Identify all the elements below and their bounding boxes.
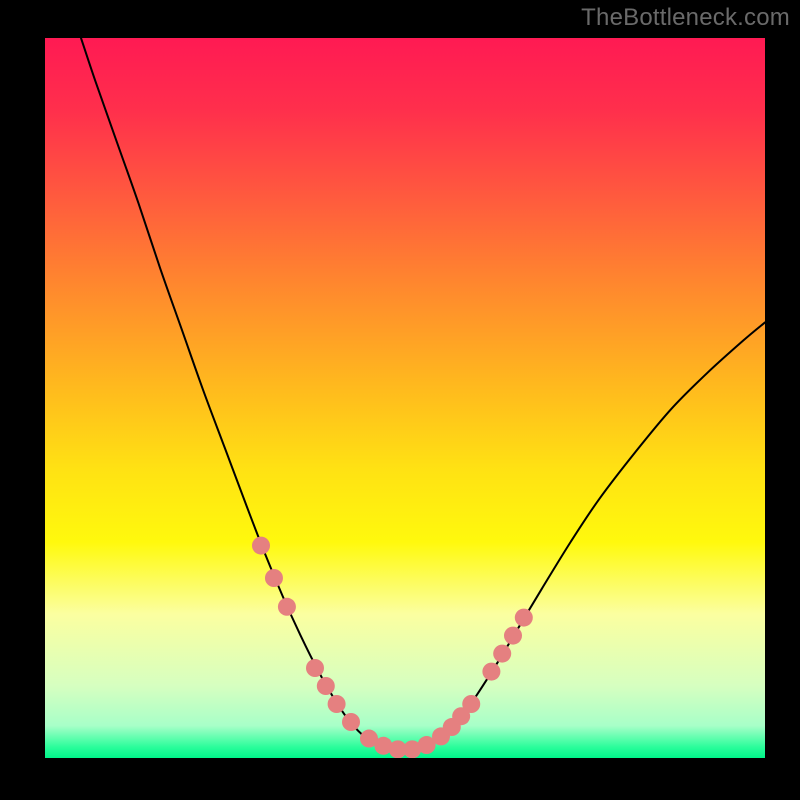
marker-point (265, 569, 283, 587)
marker-point (515, 609, 533, 627)
marker-point (504, 627, 522, 645)
marker-point (493, 645, 511, 663)
marker-point (252, 537, 270, 555)
marker-point (317, 677, 335, 695)
watermark-text: TheBottleneck.com (581, 4, 790, 32)
marker-point (278, 598, 296, 616)
marker-point (306, 659, 324, 677)
chart-container: TheBottleneck.com (0, 0, 800, 800)
marker-point (462, 695, 480, 713)
marker-point (342, 713, 360, 731)
marker-point (328, 695, 346, 713)
marker-point (482, 663, 500, 681)
plot-area (45, 38, 765, 758)
gradient-background (45, 38, 765, 758)
plot-svg (45, 38, 765, 758)
